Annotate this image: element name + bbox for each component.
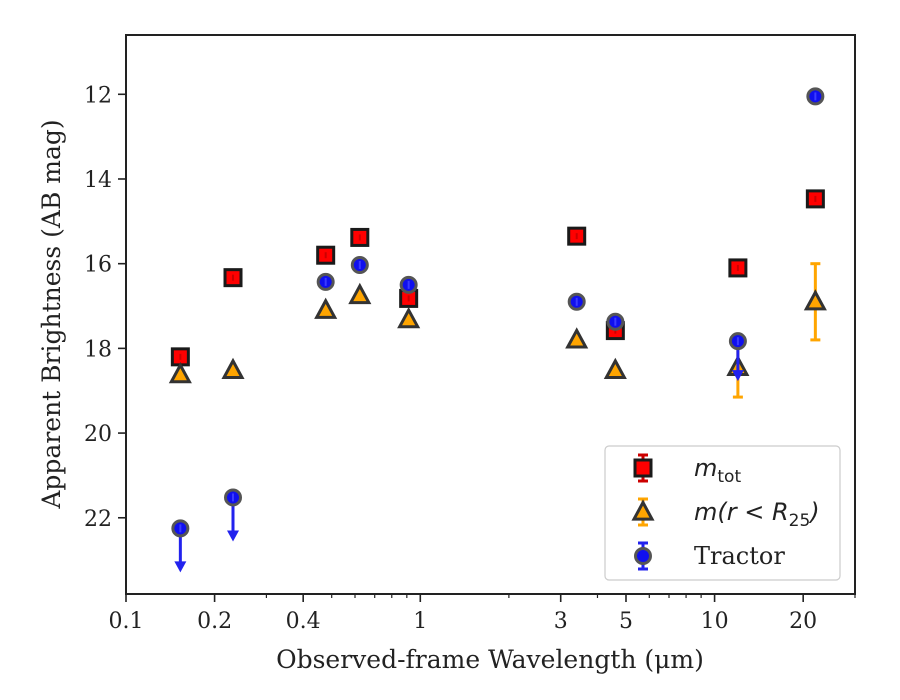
x-tick-label: 20 xyxy=(789,609,817,634)
data-point-triangle xyxy=(603,357,627,380)
upper-limit-head xyxy=(227,530,240,542)
y-axis: 12 14 16 18 20 22 xyxy=(84,83,126,532)
x-tick-label: 10 xyxy=(701,609,729,634)
x-tick-label: 0.1 xyxy=(109,609,144,634)
x-tick-label: 5 xyxy=(619,609,633,634)
data-point-triangle xyxy=(348,282,372,305)
chart-marks xyxy=(168,87,827,573)
x-axis: 0.1 0.2 0.4 1 3 5 10 20 xyxy=(109,594,856,634)
upper-limit-head xyxy=(174,561,187,573)
upper-limit-head xyxy=(731,370,744,382)
series-triangle xyxy=(168,262,827,399)
data-point-triangle xyxy=(221,357,245,380)
data-point-triangle xyxy=(168,361,192,384)
legend-entry: Tractor xyxy=(634,541,785,571)
y-tick-label: 18 xyxy=(84,337,112,362)
series-square xyxy=(170,189,825,367)
legend-marker-square xyxy=(633,458,653,478)
x-tick-label: 0.4 xyxy=(286,609,321,634)
legend-marker-triangle xyxy=(631,499,655,521)
y-tick-label: 16 xyxy=(84,253,112,278)
y-tick-label: 14 xyxy=(84,168,112,193)
x-tick-label: 1 xyxy=(413,609,427,634)
y-tick-label: 12 xyxy=(84,83,112,108)
data-point-triangle xyxy=(565,327,589,349)
legend-entry: mtot xyxy=(633,453,741,487)
legend-label: Tractor xyxy=(694,542,785,570)
data-point-triangle xyxy=(397,306,421,329)
y-tick-label: 20 xyxy=(84,422,112,447)
legend-marker-circle xyxy=(634,547,652,565)
y-tick-label: 22 xyxy=(84,507,112,532)
data-point-triangle xyxy=(803,289,827,311)
legend-label: mtot xyxy=(694,454,741,487)
legend-box xyxy=(604,445,841,581)
x-tick-label: 3 xyxy=(554,609,568,634)
legend-label: m(r < R25) xyxy=(694,498,820,531)
y-axis-label: Apparent Brightness (AB mag) xyxy=(37,119,66,509)
plot-frame xyxy=(125,34,856,595)
x-tick-label: 0.2 xyxy=(197,609,232,634)
legend-entry: m(r < R25) xyxy=(631,497,820,531)
x-axis-label: Observed-frame Wavelength (μm) xyxy=(276,645,704,674)
legend: mtot m(r < R25) Tractor xyxy=(604,445,841,581)
data-point-triangle xyxy=(314,297,338,319)
series-circle xyxy=(171,87,825,573)
